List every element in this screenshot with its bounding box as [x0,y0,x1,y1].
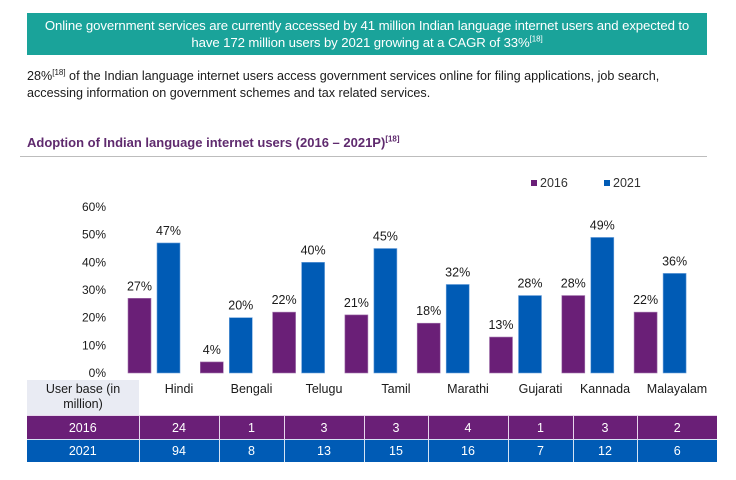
table-cell: 2 [636,415,717,440]
table-cell: 94 [138,439,219,462]
intro-paragraph: 28%[18] of the Indian language internet … [27,67,660,100]
legend-item-2016: 2016 [531,176,568,190]
bar-hindi-2016 [127,297,152,374]
data-labels: 27% 47% 4% 20% 22% 40% 21% 45% 18% 32% 13% 28% 28% 49… [127,218,687,356]
bar-gujarati-2021 [518,295,542,374]
data-label-tamil-2016: 21% [344,296,369,310]
bar-kannada-2021 [590,237,615,374]
table-header-kannada: Kannada [573,380,637,416]
bar-bengali-2021 [229,317,253,374]
data-label-bengali-2016: 4% [203,343,221,357]
table-cell: 4 [427,415,508,440]
legend-swatch-2021 [604,180,610,186]
table-header-row: User base (in million) Hindi Bengali Tel… [27,380,717,416]
data-label-gujarati-2021: 28% [517,277,542,291]
data-label-tamil-2021: 45% [373,230,398,244]
table-header-marathi: Marathi [428,380,508,416]
bar-telugu-2016 [272,311,296,374]
y-axis: 0% 10% 20% 30% 40% 50% 60% [82,200,106,380]
row-label: 2021 [27,439,139,462]
data-label-hindi-2016: 27% [127,279,152,293]
headline-banner: Online government services are currently… [27,13,707,55]
table-cell: 12 [572,439,637,462]
y-tick-label: 20% [82,311,106,325]
data-label-kannada-2021: 49% [590,218,615,232]
table-cell: 3 [572,415,637,440]
bar-bengali-2016 [200,361,224,374]
chart-title-reference: [18] [385,134,400,144]
table-header-label: User base (in million) [27,380,139,416]
y-tick-label: 10% [82,338,106,352]
bars [127,237,687,374]
table-cell: 6 [636,439,717,462]
y-tick-label: 0% [89,366,107,380]
data-label-malayalam-2016: 22% [633,293,658,307]
bar-marathi-2021 [445,284,470,374]
table-row-2016: 2016 24 1 3 3 4 1 3 2 [27,415,717,440]
data-label-telugu-2016: 22% [272,293,297,307]
data-label-malayalam-2021: 36% [662,254,687,268]
bar-malayalam-2016 [633,311,658,374]
table-cell: 24 [138,415,219,440]
table-header-malayalam: Malayalam [637,380,717,416]
table-cell: 1 [218,415,284,440]
row-label: 2016 [27,415,139,440]
banner-reference: [18] [529,34,543,44]
table-cell: 1 [507,415,573,440]
data-label-hindi-2021: 47% [156,224,181,238]
bar-malayalam-2021 [662,273,687,374]
y-tick-label: 30% [82,283,106,297]
chart-title: Adoption of Indian language internet use… [27,134,400,150]
legend-swatch-2016 [531,180,537,186]
banner-line-1: Online government services are currently… [44,18,690,33]
data-label-gujarati-2016: 13% [488,318,513,332]
banner-line-2: have 172 million users by 2021 growing a… [191,34,543,50]
bar-tamil-2021 [373,248,398,374]
table-cell: 8 [218,439,284,462]
bar-hindi-2021 [156,242,181,374]
table-header-tamil: Tamil [364,380,428,416]
table-cell: 13 [283,439,364,462]
table-cell: 7 [507,439,573,462]
table-cell: 15 [363,439,428,462]
intro-reference: [18] [52,67,66,77]
table-header-bengali: Bengali [219,380,284,416]
bar-tamil-2016 [344,314,369,374]
table-cell: 3 [363,415,428,440]
bar-kannada-2016 [561,295,586,374]
data-label-kannada-2016: 28% [561,277,586,291]
table-header-telugu: Telugu [284,380,364,416]
bar-telugu-2021 [301,262,325,374]
data-label-telugu-2021: 40% [301,243,326,257]
data-label-marathi-2016: 18% [416,304,441,318]
user-base-table: User base (in million) Hindi Bengali Tel… [27,380,717,462]
table-cell: 3 [283,415,364,440]
y-tick-label: 50% [82,228,106,242]
data-label-marathi-2021: 32% [445,265,470,279]
table-row-2021: 2021 94 8 13 15 16 7 12 6 [27,439,717,462]
y-tick-label: 60% [82,200,106,214]
y-tick-label: 40% [82,255,106,269]
legend-item-2021: 2021 [604,176,641,190]
bar-marathi-2016 [416,322,441,374]
table-cell: 16 [427,439,508,462]
table-header-hindi: Hindi [139,380,219,416]
table-header-gujarati: Gujarati [508,380,573,416]
bar-gujarati-2016 [489,336,513,374]
title-divider [20,156,707,157]
data-label-bengali-2021: 20% [228,299,253,313]
